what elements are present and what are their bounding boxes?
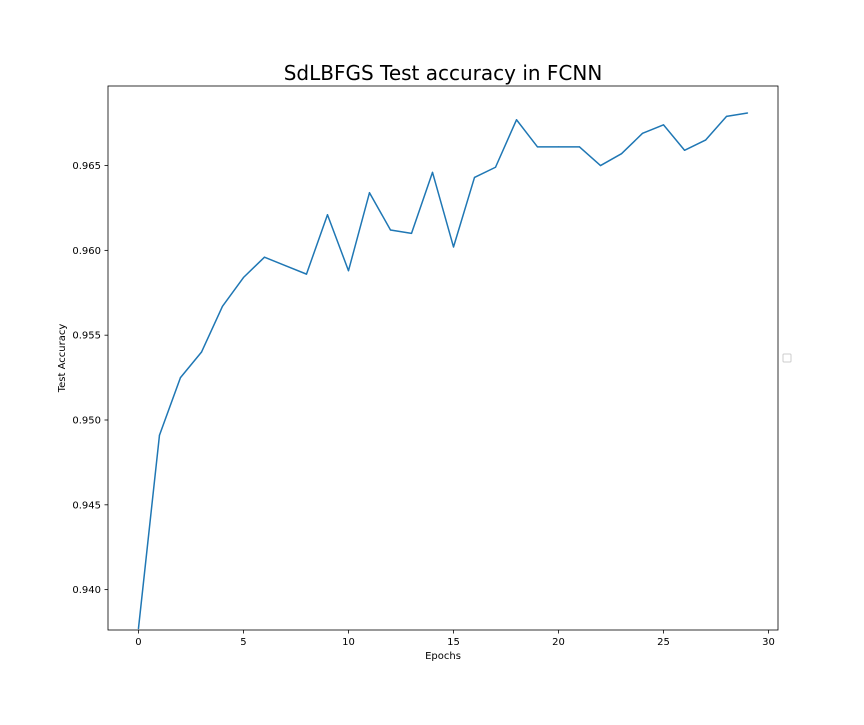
x-tick-label: 25 — [657, 637, 670, 648]
x-tick-label: 5 — [240, 637, 246, 648]
data-point — [263, 256, 266, 258]
data-point — [221, 305, 224, 307]
series-line — [137, 112, 748, 629]
data-point — [179, 376, 182, 379]
legend-box — [782, 353, 792, 363]
plot-area-frame — [107, 85, 779, 631]
data-point — [662, 124, 665, 126]
data-point — [557, 146, 560, 148]
y-axis-ticks: 0.940 0.945 0.950 0.955 0.960 0.965 — [72, 161, 108, 596]
series-layer — [137, 112, 749, 630]
x-axis-ticks: 0 5 10 15 20 25 30 — [135, 630, 775, 648]
data-point — [137, 628, 140, 630]
data-point — [683, 149, 686, 151]
data-point — [536, 146, 539, 148]
x-tick-label: 30 — [762, 637, 775, 648]
y-tick-label: 0.960 — [72, 246, 101, 257]
x-tick-label: 15 — [447, 637, 460, 648]
data-point — [158, 434, 161, 436]
data-point — [494, 166, 497, 168]
y-axis-label: Test Accuracy — [57, 324, 68, 394]
x-tick-label: 20 — [552, 637, 565, 648]
data-point — [578, 146, 581, 148]
data-point — [326, 214, 329, 216]
data-point — [725, 115, 728, 117]
y-tick-label: 0.940 — [72, 585, 101, 596]
data-point — [200, 351, 203, 353]
x-tick-label: 0 — [135, 637, 141, 648]
data-point — [242, 276, 245, 279]
chart-title: SdLBFGS Test accuracy in FCNN — [284, 61, 603, 85]
y-tick-label: 0.945 — [72, 500, 101, 511]
data-point — [620, 153, 623, 155]
data-point — [284, 265, 287, 267]
data-point — [368, 192, 371, 194]
y-tick-label: 0.955 — [72, 331, 101, 342]
data-point — [452, 246, 455, 248]
data-point — [746, 112, 749, 114]
data-point — [431, 171, 434, 173]
data-point — [347, 270, 350, 272]
data-point — [641, 132, 644, 134]
data-point — [305, 273, 308, 275]
data-point — [515, 119, 518, 121]
data-point — [389, 229, 392, 231]
data-point — [704, 139, 707, 141]
x-axis-label: Epochs — [425, 651, 461, 662]
data-point — [410, 232, 413, 235]
y-tick-label: 0.965 — [72, 161, 101, 172]
data-point — [473, 176, 476, 179]
y-tick-label: 0.950 — [72, 415, 101, 426]
data-point — [599, 164, 602, 167]
x-tick-label: 10 — [342, 637, 355, 648]
